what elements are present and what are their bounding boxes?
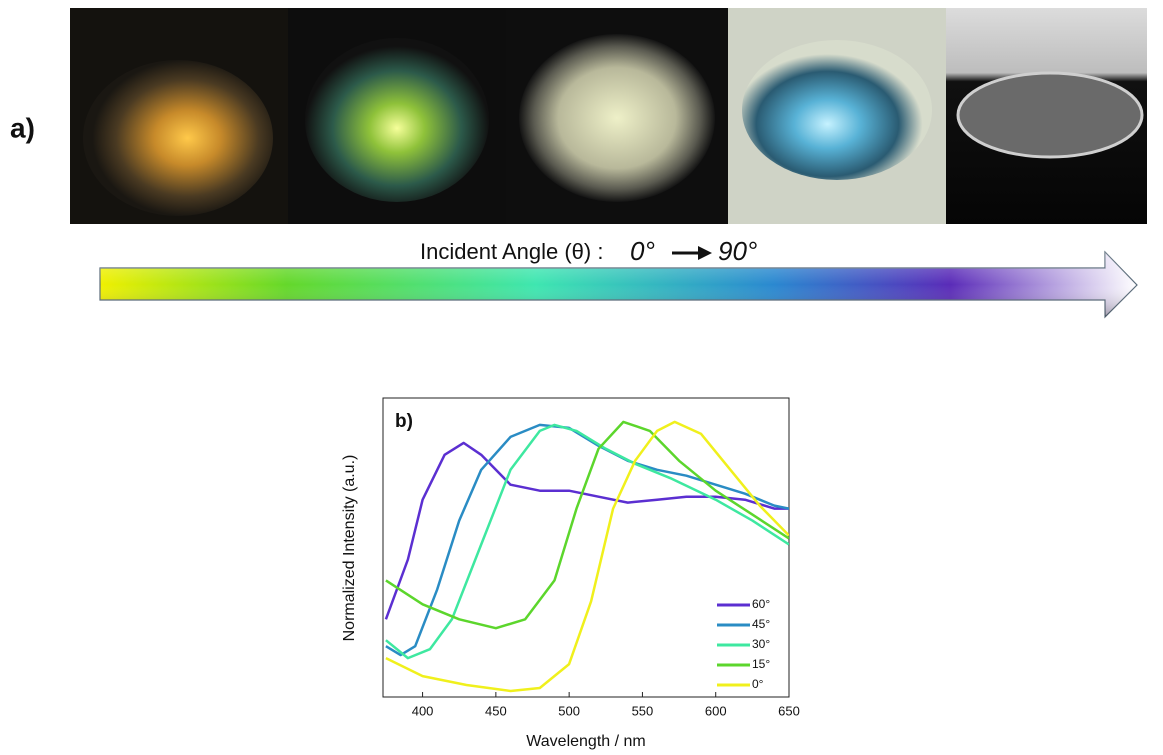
y-axis-label: Normalized Intensity (a.u.) (341, 455, 358, 642)
dish (83, 60, 273, 216)
dish (519, 34, 715, 202)
legend-label: 0° (752, 677, 764, 691)
x-tick-label: 550 (632, 703, 654, 718)
angle-end: 90° (718, 236, 757, 266)
small-arrow (672, 246, 712, 260)
photo-strip (70, 8, 1147, 224)
panel-label: a) (10, 112, 35, 143)
x-axis-label: Wavelength / nm (526, 733, 645, 750)
dish (958, 73, 1142, 157)
angle-start: 0° (630, 236, 655, 266)
figure: a) Incident Angle (θ) : 0° 90° b) Wavele… (0, 0, 1163, 755)
x-tick-label: 450 (485, 703, 507, 718)
arrow-caption: Incident Angle (θ) : (420, 239, 603, 264)
x-tick-label: 500 (558, 703, 580, 718)
legend-label: 60° (752, 597, 770, 611)
plot-frame (383, 398, 789, 697)
x-tick-label: 600 (705, 703, 727, 718)
legend-label: 15° (752, 657, 770, 671)
arrow-head (698, 246, 712, 260)
legend-label: 30° (752, 637, 770, 651)
page: a) Incident Angle (θ) : 0° 90° b) Wavele… (0, 0, 1163, 755)
x-tick-label: 400 (412, 703, 434, 718)
dish (305, 38, 489, 202)
legend-label: 45° (752, 617, 770, 631)
x-tick-label: 650 (778, 703, 800, 718)
panel-label: b) (395, 411, 413, 432)
arrow-shading (100, 252, 1137, 317)
dish (742, 40, 932, 180)
